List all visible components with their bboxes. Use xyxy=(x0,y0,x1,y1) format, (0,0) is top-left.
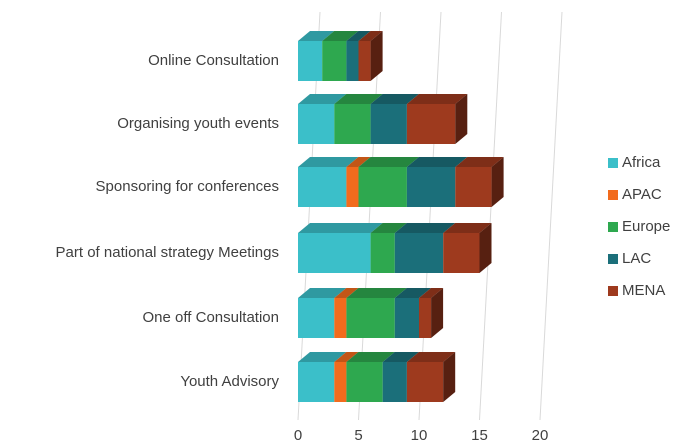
category-label: Youth Advisory xyxy=(180,373,279,390)
x-tick-label: 0 xyxy=(294,427,302,443)
bar-top-face xyxy=(298,352,347,362)
grid-line xyxy=(479,11,502,421)
legend-swatch xyxy=(608,190,618,200)
bar-segment xyxy=(358,167,407,207)
legend-label: APAC xyxy=(622,186,662,203)
bar-top-face xyxy=(298,288,347,298)
bar-top-face xyxy=(322,31,359,41)
legend-swatch xyxy=(608,222,618,232)
bar-segment xyxy=(334,298,347,338)
bar-segment xyxy=(443,233,480,273)
category-label: Organising youth events xyxy=(117,115,279,132)
bar-top-face xyxy=(370,223,407,233)
bar-segment xyxy=(322,41,347,81)
bar-segment xyxy=(346,362,383,402)
bar-segment xyxy=(334,362,347,402)
x-tick-label: 5 xyxy=(354,427,362,443)
bar-top-face xyxy=(334,288,359,298)
bar-top-face xyxy=(394,288,431,298)
category-label: Sponsoring for conferences xyxy=(96,178,279,195)
legend-label: MENA xyxy=(622,282,665,299)
legend-swatch xyxy=(608,254,618,264)
bar-segment xyxy=(298,233,371,273)
x-tick-label: 10 xyxy=(411,427,428,443)
bar-top-face xyxy=(346,31,371,41)
bar-top-face xyxy=(298,31,335,41)
bar-segment xyxy=(406,362,444,402)
x-tick-label: 15 xyxy=(471,427,488,443)
bar-top-face xyxy=(346,352,395,362)
bar-segment xyxy=(382,362,407,402)
x-tick-label: 20 xyxy=(532,427,549,443)
bar-top-face xyxy=(370,94,419,104)
bar-side-face xyxy=(443,352,456,402)
category-label: Part of national strategy Meetings xyxy=(56,244,279,261)
bar-top-face xyxy=(419,288,444,298)
bar-segment xyxy=(358,41,371,81)
bar-segment xyxy=(298,362,335,402)
bar-side-face xyxy=(370,31,383,81)
bar-top-face xyxy=(406,94,468,104)
category-label: Online Consultation xyxy=(148,52,279,69)
bar-top-face xyxy=(358,31,383,41)
grid-line xyxy=(539,11,563,421)
legend-label: LAC xyxy=(622,250,651,267)
bar-segment xyxy=(298,104,335,144)
bar-segment xyxy=(346,298,395,338)
bar-segment xyxy=(394,298,419,338)
bar-top-face xyxy=(334,94,383,104)
bar-segment xyxy=(298,41,323,81)
bar-top-face xyxy=(334,352,359,362)
legend-swatch xyxy=(608,286,618,296)
bar-segment xyxy=(406,104,456,144)
bar-top-face xyxy=(346,157,371,167)
bar-segment xyxy=(394,233,444,273)
bar-segment xyxy=(298,298,335,338)
bar-segment xyxy=(370,233,395,273)
bar-side-face xyxy=(491,157,504,207)
bar-segment xyxy=(346,167,359,207)
bar-segment xyxy=(419,298,432,338)
bar-segment xyxy=(334,104,371,144)
bar-top-face xyxy=(298,157,359,167)
legend-swatch xyxy=(608,158,618,168)
bar-segment xyxy=(370,104,407,144)
category-label: One off Consultation xyxy=(143,309,279,326)
legend-label: Europe xyxy=(622,218,670,235)
bar-side-face xyxy=(479,223,492,273)
bar-top-face xyxy=(346,288,407,298)
bar-top-face xyxy=(443,223,492,233)
bar-segment xyxy=(346,41,359,81)
legend-label: Africa xyxy=(622,154,661,171)
bar-top-face xyxy=(406,352,456,362)
bar-side-face xyxy=(431,288,444,338)
bar-top-face xyxy=(382,352,419,362)
bar-side-face xyxy=(455,94,468,144)
bar-top-face xyxy=(298,94,347,104)
bar-top-face xyxy=(298,223,383,233)
bar-segment xyxy=(406,167,456,207)
bar-segment xyxy=(298,167,347,207)
bar-segment xyxy=(455,167,492,207)
bar-top-face xyxy=(455,157,504,167)
bar-top-face xyxy=(358,157,419,167)
bar-top-face xyxy=(406,157,468,167)
bar-top-face xyxy=(394,223,456,233)
